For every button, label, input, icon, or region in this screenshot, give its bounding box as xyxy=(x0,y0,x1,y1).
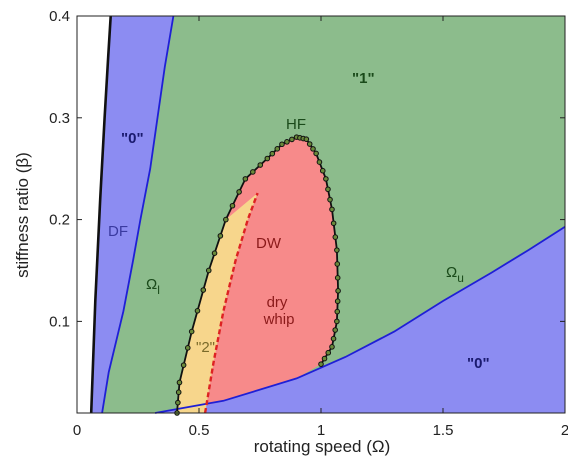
boundary-marker xyxy=(319,167,326,174)
label-whip: whip xyxy=(263,311,295,328)
x-tick-label: 0.5 xyxy=(189,422,210,439)
omega-u-symbol: Ω xyxy=(446,264,457,281)
boundary-marker xyxy=(334,275,341,281)
boundary-marker xyxy=(316,159,323,165)
boundary-marker xyxy=(327,196,333,203)
y-tick-label: 0.2 xyxy=(49,212,70,229)
boundary-marker xyxy=(334,308,341,315)
boundary-marker xyxy=(188,328,195,335)
curve-dw xyxy=(203,192,259,414)
boundary-marker xyxy=(176,379,183,386)
boundary-marker xyxy=(250,169,256,175)
label-dry: dry xyxy=(267,294,288,311)
axes: 0 0.5 1 1.5 2 0.1 0.2 0.3 0.4 xyxy=(49,8,568,439)
boundary-marker xyxy=(332,327,339,333)
boundary-marker xyxy=(279,141,285,148)
x-axis-label: rotating speed (Ω) xyxy=(254,437,391,456)
boundary-marker xyxy=(332,234,339,240)
region-zero-lower xyxy=(155,226,565,413)
boundary-marker xyxy=(194,307,201,314)
boundary-marker xyxy=(229,202,236,209)
omega-l-subscript: l xyxy=(157,283,160,297)
label-one: "1" xyxy=(352,70,375,87)
omega-l-symbol: Ω xyxy=(146,276,157,293)
boundary-marker xyxy=(313,150,319,157)
label-zero-lower-right: "0" xyxy=(467,355,490,372)
boundary-marker xyxy=(325,186,331,193)
boundary-marker xyxy=(334,298,341,305)
label-omega-l: Ωl xyxy=(146,276,160,297)
y-axis-label: stiffness ratio (β) xyxy=(13,152,32,278)
y-tick-label: 0.3 xyxy=(49,110,70,127)
boundary-marker xyxy=(175,389,182,396)
curve-omega-u xyxy=(154,225,566,414)
boundary-marker xyxy=(289,136,295,143)
label-two: "2" xyxy=(196,339,215,356)
region-two xyxy=(177,193,258,413)
plot-area xyxy=(77,15,566,416)
boundary-marker xyxy=(310,146,316,152)
boundary-marker xyxy=(223,216,229,223)
label-omega-u: Ωu xyxy=(446,264,464,285)
boundary-marker xyxy=(180,362,187,368)
boundary-marker xyxy=(175,399,181,406)
boundary-marker xyxy=(329,206,335,213)
boundary-marker xyxy=(334,318,340,325)
label-dw: DW xyxy=(256,235,282,252)
x-tick-label: 0 xyxy=(73,422,81,439)
curve-omega-l xyxy=(101,15,175,414)
x-tick-label: 1 xyxy=(317,422,325,439)
boundary-marker xyxy=(318,361,324,367)
label-hf: HF xyxy=(286,116,306,133)
boundary-marker xyxy=(200,287,207,293)
boundary-marker xyxy=(323,176,329,182)
x-tick-label: 1.5 xyxy=(433,422,454,439)
boundary-marker xyxy=(205,267,212,274)
boundary-marker xyxy=(303,136,310,142)
y-tick-label: 0.4 xyxy=(49,8,70,25)
boundary-marker xyxy=(217,233,224,239)
y-tick-label: 0.1 xyxy=(49,313,70,330)
boundary-marker xyxy=(236,189,242,195)
region-dry-whip xyxy=(177,137,339,413)
boundary-marker xyxy=(264,155,271,162)
boundary-marker xyxy=(321,355,328,362)
label-df: DF xyxy=(108,223,128,240)
curve-df xyxy=(89,15,112,414)
boundary-marker xyxy=(211,250,218,256)
boundary-marker xyxy=(330,335,337,342)
boundary-marker xyxy=(334,261,341,267)
region-zero-upper xyxy=(91,16,174,413)
boundary-marker xyxy=(269,150,276,157)
boundary-marker xyxy=(257,162,264,168)
boundary-marker xyxy=(184,345,191,351)
omega-u-subscript: u xyxy=(457,271,464,285)
boundary-marker xyxy=(242,176,249,182)
boundary-marker xyxy=(325,349,332,356)
boundary-marker xyxy=(335,288,341,294)
x-tick-label: 2 xyxy=(561,422,568,439)
boundary-marker xyxy=(330,220,337,227)
boundary-marker xyxy=(274,146,281,152)
boundary-marker xyxy=(334,247,340,253)
label-zero-upper-left: "0" xyxy=(121,130,144,147)
boundary-marker xyxy=(284,139,290,145)
boundary-marker xyxy=(329,344,335,350)
boundary-marker xyxy=(306,141,313,147)
